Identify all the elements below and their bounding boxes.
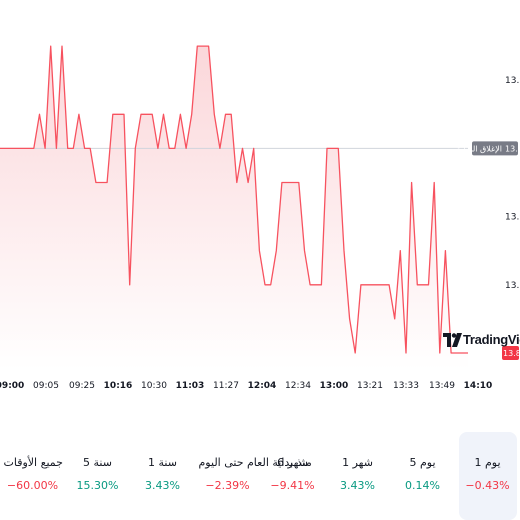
x-tick-label: 13:49 — [429, 381, 455, 391]
period-label: 5 سنة — [83, 456, 112, 469]
period-change: 3.43% — [340, 479, 375, 492]
period-label: 1 يوم — [474, 456, 501, 469]
x-tick-label: 14:10 — [464, 381, 493, 391]
period-label: 1 شهر — [342, 456, 373, 469]
x-tick-label: 13:21 — [357, 381, 383, 391]
y-tick-label: 13.94 — [505, 76, 520, 86]
period-label: منذ بداية العام حتى اليوم — [198, 456, 312, 469]
period-change: 15.30% — [76, 479, 119, 492]
last-price-badge: 13.86 — [502, 345, 520, 360]
tradingview-logo-text: TradingView — [463, 332, 520, 347]
x-tick-label: 12:34 — [285, 381, 311, 391]
previous-close-label: الإغلاق السابق — [454, 144, 502, 154]
period-label: جميع الأوقات — [3, 456, 63, 469]
performance-periods: 1 يوم −0.43% 5 يوم 0.14% 1 شهر 3.43% 6 شهر −9.4… — [0, 432, 520, 520]
period-change: 0.14% — [405, 479, 440, 492]
period-change: −0.43% — [465, 479, 510, 492]
x-tick-label: 09:05 — [33, 381, 59, 391]
period-5[interactable]: منذ بداية العام حتى اليوم −2.39% — [198, 432, 312, 520]
price-chart[interactable]: 13.9413.9013.88الإغلاق السابق13.9213.86 … — [0, 0, 520, 395]
x-tick-label: 13:00 — [320, 381, 349, 391]
previous-close-value: 13.92 — [505, 144, 520, 153]
period-change: −60.00% — [6, 479, 59, 492]
price-area-fill — [0, 46, 468, 370]
x-tick-label: 12:04 — [248, 381, 277, 391]
x-tick-label: 09:00 — [0, 381, 24, 391]
period-2[interactable]: 5 يوم 0.14% — [394, 432, 452, 520]
x-tick-label: 10:16 — [104, 381, 133, 391]
period-4[interactable]: 6 شهر −9.41% — [264, 432, 322, 520]
period-7[interactable]: 5 سنة 15.30% — [69, 432, 127, 520]
last-price-value: 13.86 — [503, 349, 520, 358]
x-tick-label: 11:03 — [176, 381, 205, 391]
y-tick-label: 13.90 — [505, 213, 520, 223]
period-label: 6 شهر — [277, 456, 308, 469]
period-change: −2.39% — [205, 479, 250, 492]
period-label: 5 يوم — [409, 456, 436, 469]
period-change: 3.43% — [145, 479, 180, 492]
price-line — [0, 45, 468, 354]
period-1[interactable]: 1 يوم −0.43% — [458, 432, 517, 520]
period-3[interactable]: 1 شهر 3.43% — [329, 432, 387, 520]
period-6[interactable]: 1 سنة 3.43% — [134, 432, 192, 520]
x-tick-label: 10:30 — [141, 381, 167, 391]
x-tick-label: 09:25 — [69, 381, 95, 391]
x-tick-label: 13:33 — [393, 381, 419, 391]
price-chart-svg[interactable]: 13.9413.9013.88الإغلاق السابق13.9213.86 … — [0, 0, 520, 395]
y-tick-label: 13.88 — [505, 281, 520, 291]
x-tick-label: 11:27 — [213, 381, 239, 391]
tradingview-logo[interactable]: TradingView — [443, 332, 520, 347]
period-8[interactable]: جميع الأوقات −60.00% — [3, 432, 63, 520]
period-change: −9.41% — [270, 479, 315, 492]
tradingview-logo-icon — [443, 332, 462, 347]
period-label: 1 سنة — [148, 456, 177, 469]
